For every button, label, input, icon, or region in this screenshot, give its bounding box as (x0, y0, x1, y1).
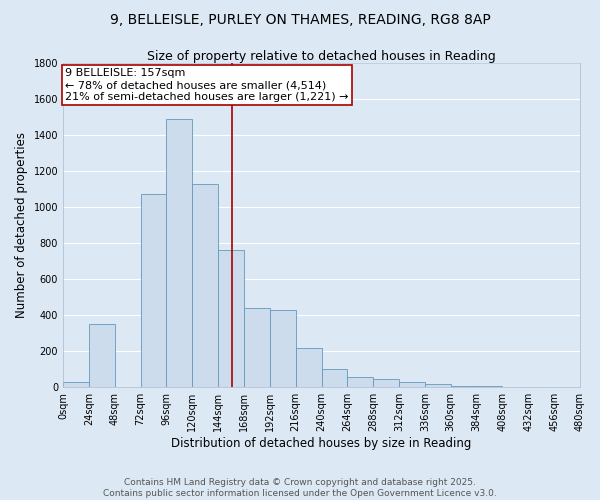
Text: 9, BELLEISLE, PURLEY ON THAMES, READING, RG8 8AP: 9, BELLEISLE, PURLEY ON THAMES, READING,… (110, 12, 490, 26)
Y-axis label: Number of detached properties: Number of detached properties (15, 132, 28, 318)
Title: Size of property relative to detached houses in Reading: Size of property relative to detached ho… (147, 50, 496, 63)
Bar (347, 378, 373, 388)
Bar (270, 310, 296, 388)
Bar (476, 386, 502, 388)
Bar (296, 348, 322, 388)
Bar (63, 382, 89, 388)
Bar (166, 119, 192, 388)
Text: Contains HM Land Registry data © Crown copyright and database right 2025.
Contai: Contains HM Land Registry data © Crown c… (103, 478, 497, 498)
Bar (322, 370, 347, 388)
Bar (373, 379, 399, 388)
Bar (399, 382, 425, 388)
Text: 9 BELLEISLE: 157sqm
← 78% of detached houses are smaller (4,514)
21% of semi-det: 9 BELLEISLE: 157sqm ← 78% of detached ho… (65, 68, 349, 102)
Bar (192, 184, 218, 388)
Bar (89, 324, 115, 388)
Bar (218, 250, 244, 388)
X-axis label: Distribution of detached houses by size in Reading: Distribution of detached houses by size … (172, 437, 472, 450)
Bar (244, 308, 270, 388)
Bar (451, 386, 476, 388)
Bar (425, 384, 451, 388)
Bar (140, 194, 166, 388)
